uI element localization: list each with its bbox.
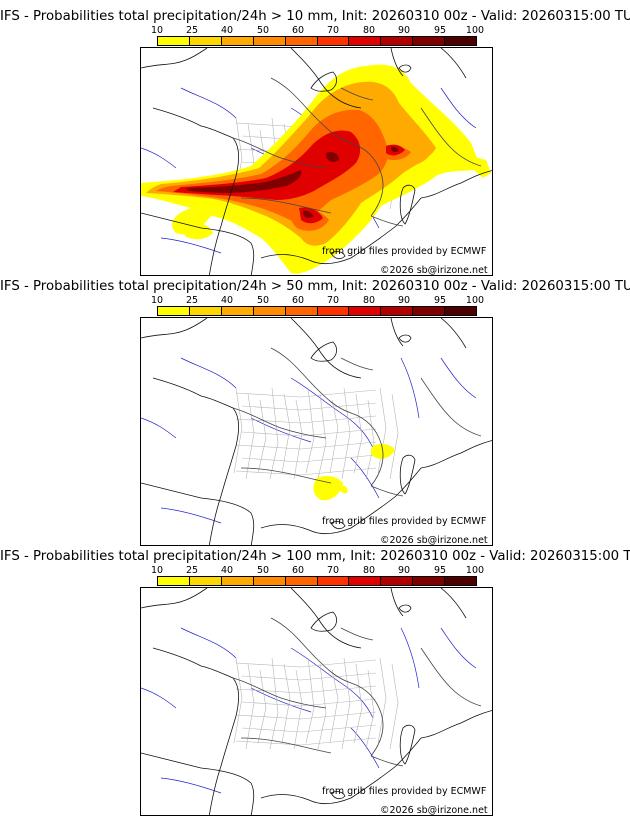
colorbar-tick-label: 25	[185, 565, 199, 576]
colorbar-tick-label: 100	[465, 25, 485, 36]
copyright-credit: ©2026 sb@irizone.net	[380, 805, 488, 816]
colorbar-swatch	[285, 37, 318, 45]
colorbar-swatch	[221, 37, 254, 45]
colorbar-ticks: 10 25 40 50 60 70 80 90 95 100	[151, 25, 484, 36]
colorbar-tick-label: 90	[397, 565, 411, 576]
base-map	[141, 357, 477, 524]
colorbar-tick-label: 40	[220, 295, 234, 306]
colorbar-tick-label: 60	[291, 295, 305, 306]
colorbar-tick-label: 80	[362, 295, 376, 306]
colorbar-swatch	[189, 307, 222, 315]
coastline-borders	[141, 588, 492, 815]
precip-probability-field	[141, 64, 491, 274]
colorbar-tick-label: 80	[362, 565, 376, 576]
copyright-credit: ©2026 sb@irizone.net	[380, 265, 488, 276]
colorbar-swatch	[413, 577, 446, 585]
probability-map: from grib files provided by ECMWF ©2026 …	[140, 47, 493, 276]
colorbar-swatch	[285, 577, 318, 585]
colorbar-swatch	[317, 37, 350, 45]
colorbar-tick-label: 10	[150, 565, 164, 576]
panel-50mm: IFS - Probabilities total precipitation/…	[0, 270, 630, 546]
colorbar-tick-label: 100	[465, 565, 485, 576]
colorbar-tick-label: 40	[220, 565, 234, 576]
colorbar-tick-label: 80	[362, 25, 376, 36]
colorbar-tick-label: 70	[326, 565, 340, 576]
colorbar-swatch	[349, 307, 382, 315]
colorbar-tick-label: 95	[433, 565, 447, 576]
colorbar-swatch	[317, 577, 350, 585]
colorbar-swatch	[445, 37, 477, 45]
colorbar-tick-label: 90	[397, 25, 411, 36]
colorbar-swatch	[349, 37, 382, 45]
colorbar-ticks: 10 25 40 50 60 70 80 90 95 100	[151, 295, 484, 306]
colorbar-swatch	[253, 37, 286, 45]
colorbar-tick-label: 10	[150, 295, 164, 306]
colorbar-tick-label: 70	[326, 25, 340, 36]
colorbar-tick-label: 25	[185, 295, 199, 306]
colorbar-tick-label: 60	[291, 25, 305, 36]
colorbar-tick-label: 90	[397, 295, 411, 306]
panel-100mm: IFS - Probabilities total precipitation/…	[0, 540, 630, 816]
colorbar-swatch	[221, 307, 254, 315]
colorbar	[157, 576, 477, 586]
panel-title: IFS - Probabilities total precipitation/…	[0, 279, 630, 294]
colorbar-swatch	[158, 307, 190, 315]
colorbar-swatch	[158, 37, 190, 45]
colorbar	[157, 36, 477, 46]
colorbar	[157, 306, 477, 316]
colorbar-swatch	[381, 37, 414, 45]
colorbar-swatch	[221, 577, 254, 585]
colorbar-tick-label: 50	[256, 25, 270, 36]
colorbar-swatch	[158, 577, 190, 585]
colorbar-swatch	[413, 307, 446, 315]
colorbar-tick-label: 50	[256, 565, 270, 576]
colorbar-tick-label: 10	[150, 25, 164, 36]
colorbar-swatch	[381, 577, 414, 585]
colorbar-tick-label: 40	[220, 25, 234, 36]
colorbar-tick-label: 25	[185, 25, 199, 36]
panel-title: IFS - Probabilities total precipitation/…	[0, 549, 630, 564]
colorbar-swatch	[445, 307, 477, 315]
colorbar-swatch	[189, 577, 222, 585]
colorbar-swatch	[253, 307, 286, 315]
colorbar-tick-label: 95	[433, 25, 447, 36]
source-credit: from grib files provided by ECMWF	[322, 246, 487, 257]
coastline-borders	[141, 318, 492, 545]
colorbar-swatch	[381, 307, 414, 315]
colorbar-swatch	[189, 37, 222, 45]
base-map	[141, 627, 477, 794]
panel-title: IFS - Probabilities total precipitation/…	[0, 9, 630, 24]
colorbar-swatch	[317, 307, 350, 315]
colorbar-tick-label: 70	[326, 295, 340, 306]
copyright-credit: ©2026 sb@irizone.net	[380, 535, 488, 546]
colorbar-swatch	[445, 577, 477, 585]
probability-map: from grib files provided by ECMWF ©2026 …	[140, 317, 493, 546]
colorbar-ticks: 10 25 40 50 60 70 80 90 95 100	[151, 565, 484, 576]
probability-map: from grib files provided by ECMWF ©2026 …	[140, 587, 493, 816]
coastline-borders	[141, 48, 492, 275]
source-credit: from grib files provided by ECMWF	[322, 786, 487, 797]
panel-10mm: IFS - Probabilities total precipitation/…	[0, 0, 630, 276]
colorbar-swatch	[285, 307, 318, 315]
source-credit: from grib files provided by ECMWF	[322, 516, 487, 527]
colorbar-swatch	[253, 577, 286, 585]
colorbar-swatch	[349, 577, 382, 585]
colorbar-tick-label: 60	[291, 565, 305, 576]
colorbar-tick-label: 50	[256, 295, 270, 306]
colorbar-tick-label: 100	[465, 295, 485, 306]
colorbar-tick-label: 95	[433, 295, 447, 306]
colorbar-swatch	[413, 37, 446, 45]
